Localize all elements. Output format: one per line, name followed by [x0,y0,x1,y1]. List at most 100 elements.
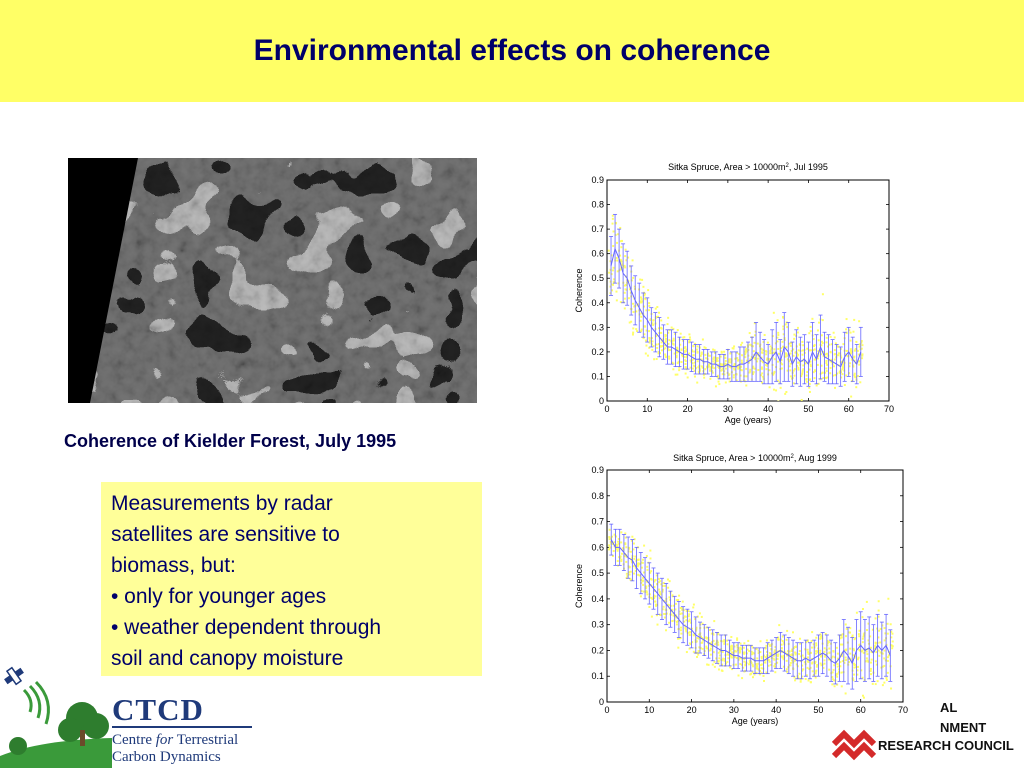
scatter-point [819,662,822,665]
scatter-point [644,298,647,301]
scatter-point [750,672,753,675]
scatter-point [624,542,627,545]
scatter-point [772,388,775,391]
scatter-point [883,681,886,684]
scatter-point [679,343,682,346]
scatter-point [610,283,613,286]
scatter-point [643,333,646,336]
scatter-point [772,657,775,660]
scatter-point [756,662,759,665]
scatter-point [874,645,877,648]
scatter-point [845,332,848,335]
scatter-point [814,358,817,361]
scatter-point [796,326,799,329]
scatter-point [733,345,736,348]
scatter-point [638,574,641,577]
scatter-point [801,371,804,374]
x-tick-label: 0 [604,404,609,414]
scatter-point [664,347,667,350]
scatter-point [825,362,828,365]
image-caption: Coherence of Kielder Forest, July 1995 [64,431,397,451]
scatter-point [748,332,751,335]
scatter-point [688,341,691,344]
scatter-point [648,330,651,333]
scatter-point [824,376,827,379]
scatter-point [745,367,748,370]
scatter-point [675,623,678,626]
scatter-point [612,278,615,281]
scatter-point [792,382,795,385]
scatter-point [836,683,839,686]
scatter-point [617,540,620,543]
scatter-point [663,584,666,587]
x-tick-label: 10 [642,404,652,414]
scatter-point [640,581,643,584]
scatter-point [621,547,624,550]
scatter-point [695,628,698,631]
scatter-point [756,657,759,660]
scatter-point [666,323,669,326]
scatter-point [828,668,831,671]
x-tick-label: 30 [723,404,733,414]
scatter-point [891,647,894,650]
scatter-point [806,371,809,374]
scatter-point [661,590,664,593]
scatter-point [714,385,717,388]
scatter-point [775,389,778,392]
scatter-point [711,371,714,374]
scatter-point [871,682,874,685]
scatter-point [814,676,817,679]
scatter-point [861,649,864,652]
scatter-point [840,636,843,639]
scatter-point [835,646,838,649]
scatter-point [821,293,824,296]
y-tick-label: 0.3 [591,322,604,332]
ctcd-sub-pre: Centre [112,732,156,748]
scatter-point [852,649,855,652]
scatter-point [634,569,637,572]
scatter-point [707,364,710,367]
scatter-point [654,595,657,598]
scatter-point [874,683,877,686]
scatter-point [765,368,768,371]
scatter-point [617,233,620,236]
scatter-point [865,657,868,660]
scatter-point [839,643,842,646]
scatter-point [685,348,688,351]
x-tick-label: 40 [771,705,781,715]
scatter-point [862,633,865,636]
scatter-point [640,590,643,593]
scatter-point [767,360,770,363]
scatter-point [696,345,699,348]
scatter-point [724,360,727,363]
scatter-point [794,653,797,656]
scatter-point [694,342,697,345]
scatter-point [668,580,671,583]
scatter-point [630,561,633,564]
scatter-point [654,307,657,310]
scatter-point [782,641,785,644]
scatter-point [764,659,767,662]
scatter-point [765,644,768,647]
scatter-point [647,289,650,292]
scatter-point [854,376,857,379]
scatter-point [852,647,855,650]
scatter-point [683,350,686,353]
scatter-point [809,363,812,366]
scatter-point [620,531,623,534]
scatter-point [672,343,675,346]
y-tick-label: 0.8 [591,200,604,210]
scatter-point [620,560,623,563]
scatter-point [664,356,667,359]
scatter-point [891,640,894,643]
scatter-point [728,358,731,361]
scatter-point [776,661,779,664]
scatter-point [836,665,839,668]
scatter-point [788,650,791,653]
scatter-point [819,353,822,356]
scatter-point [785,659,788,662]
scatter-point [623,291,626,294]
scatter-point [772,351,775,354]
scatter-point [712,651,715,654]
scatter-point [736,357,739,360]
